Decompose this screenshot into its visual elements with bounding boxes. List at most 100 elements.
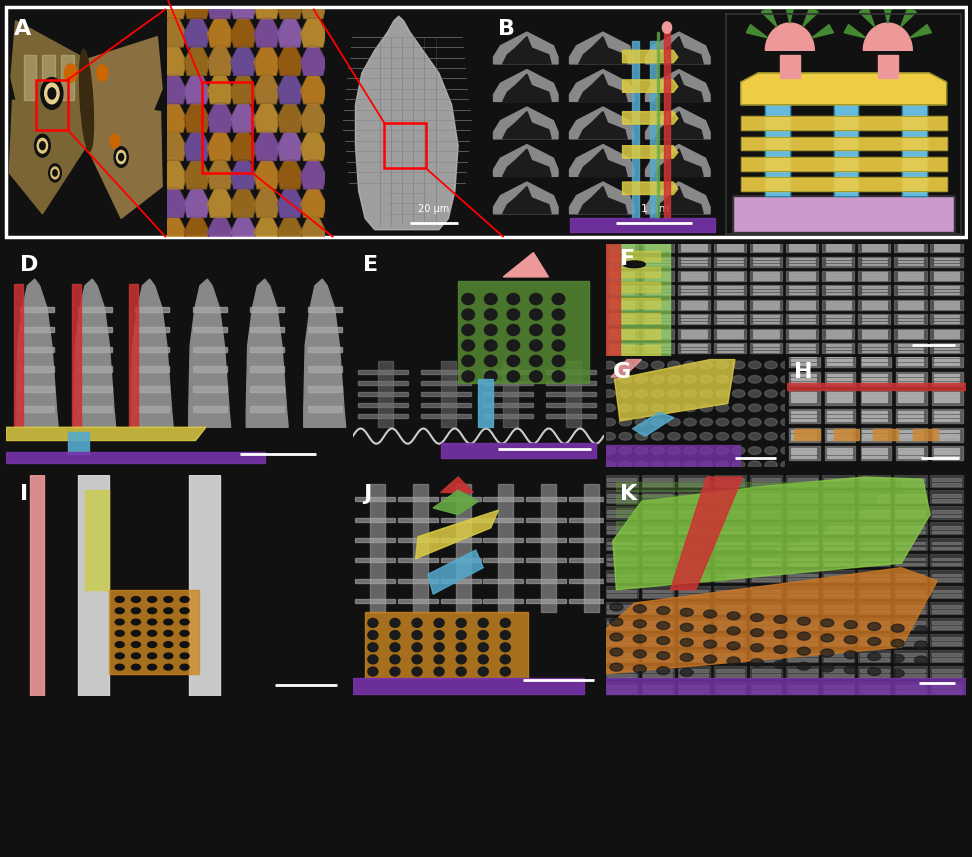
Circle shape: [291, 670, 299, 676]
Bar: [894, 538, 926, 550]
Bar: [606, 315, 638, 325]
Circle shape: [148, 630, 156, 636]
Bar: [789, 353, 819, 368]
Bar: [677, 506, 711, 518]
Bar: [36, 80, 68, 129]
Bar: [749, 300, 782, 310]
Bar: [785, 666, 818, 678]
Circle shape: [700, 418, 712, 426]
Bar: [569, 538, 608, 542]
Polygon shape: [161, 0, 186, 19]
Bar: [860, 526, 888, 529]
Circle shape: [163, 548, 173, 554]
Bar: [642, 315, 674, 325]
Bar: [642, 634, 674, 646]
Bar: [606, 475, 638, 487]
Circle shape: [716, 404, 729, 411]
Bar: [858, 586, 890, 598]
Circle shape: [68, 538, 78, 544]
Circle shape: [36, 680, 46, 686]
Bar: [250, 406, 285, 412]
Bar: [751, 658, 781, 661]
Polygon shape: [254, 103, 279, 132]
Bar: [932, 642, 960, 644]
Polygon shape: [622, 80, 677, 93]
Bar: [860, 446, 891, 460]
Circle shape: [462, 293, 474, 304]
Bar: [787, 573, 816, 576]
Bar: [608, 674, 637, 677]
Circle shape: [507, 340, 520, 351]
Circle shape: [180, 619, 190, 625]
Circle shape: [179, 487, 189, 494]
Polygon shape: [6, 428, 206, 440]
Circle shape: [131, 650, 141, 656]
Bar: [398, 518, 438, 522]
Circle shape: [700, 446, 712, 454]
Bar: [677, 522, 711, 535]
Bar: [932, 499, 960, 501]
Circle shape: [68, 559, 78, 565]
Circle shape: [478, 643, 488, 651]
Bar: [713, 602, 746, 614]
Polygon shape: [230, 131, 256, 160]
Bar: [823, 690, 852, 692]
Bar: [679, 690, 709, 692]
Circle shape: [462, 340, 474, 351]
Circle shape: [51, 167, 59, 179]
Bar: [823, 499, 852, 501]
Circle shape: [131, 620, 141, 626]
Circle shape: [259, 559, 268, 565]
Bar: [483, 393, 534, 396]
Circle shape: [322, 568, 331, 575]
Bar: [789, 390, 819, 405]
Polygon shape: [161, 131, 186, 160]
Bar: [861, 243, 886, 245]
Bar: [679, 674, 709, 677]
Bar: [440, 497, 481, 501]
Circle shape: [668, 375, 680, 383]
Circle shape: [36, 559, 46, 565]
Polygon shape: [578, 149, 627, 177]
Bar: [822, 666, 854, 678]
Circle shape: [338, 620, 347, 626]
Circle shape: [179, 670, 189, 676]
Bar: [483, 370, 534, 375]
Circle shape: [274, 497, 284, 504]
Bar: [825, 249, 850, 251]
Circle shape: [651, 418, 664, 426]
Bar: [860, 558, 888, 560]
Bar: [570, 219, 714, 232]
Bar: [751, 685, 781, 687]
Bar: [858, 538, 890, 550]
Bar: [860, 685, 888, 687]
Bar: [643, 626, 673, 629]
Bar: [823, 610, 852, 613]
Circle shape: [68, 548, 78, 554]
Bar: [643, 558, 673, 560]
Bar: [717, 330, 743, 332]
Circle shape: [68, 650, 78, 656]
Polygon shape: [785, 3, 795, 23]
Circle shape: [20, 559, 30, 565]
Bar: [679, 590, 709, 592]
Polygon shape: [161, 17, 186, 47]
Polygon shape: [356, 16, 458, 230]
Circle shape: [484, 356, 497, 367]
Bar: [898, 456, 923, 458]
Circle shape: [367, 643, 378, 651]
Circle shape: [5, 528, 15, 534]
Bar: [679, 478, 709, 481]
Circle shape: [163, 507, 173, 513]
Bar: [898, 419, 923, 421]
Bar: [932, 626, 960, 629]
Text: G: G: [612, 362, 631, 381]
Circle shape: [259, 518, 268, 524]
Bar: [932, 390, 962, 405]
Bar: [894, 315, 926, 325]
Bar: [643, 510, 673, 512]
Bar: [823, 573, 852, 576]
Bar: [860, 573, 888, 576]
Circle shape: [259, 670, 268, 676]
Circle shape: [390, 643, 400, 651]
